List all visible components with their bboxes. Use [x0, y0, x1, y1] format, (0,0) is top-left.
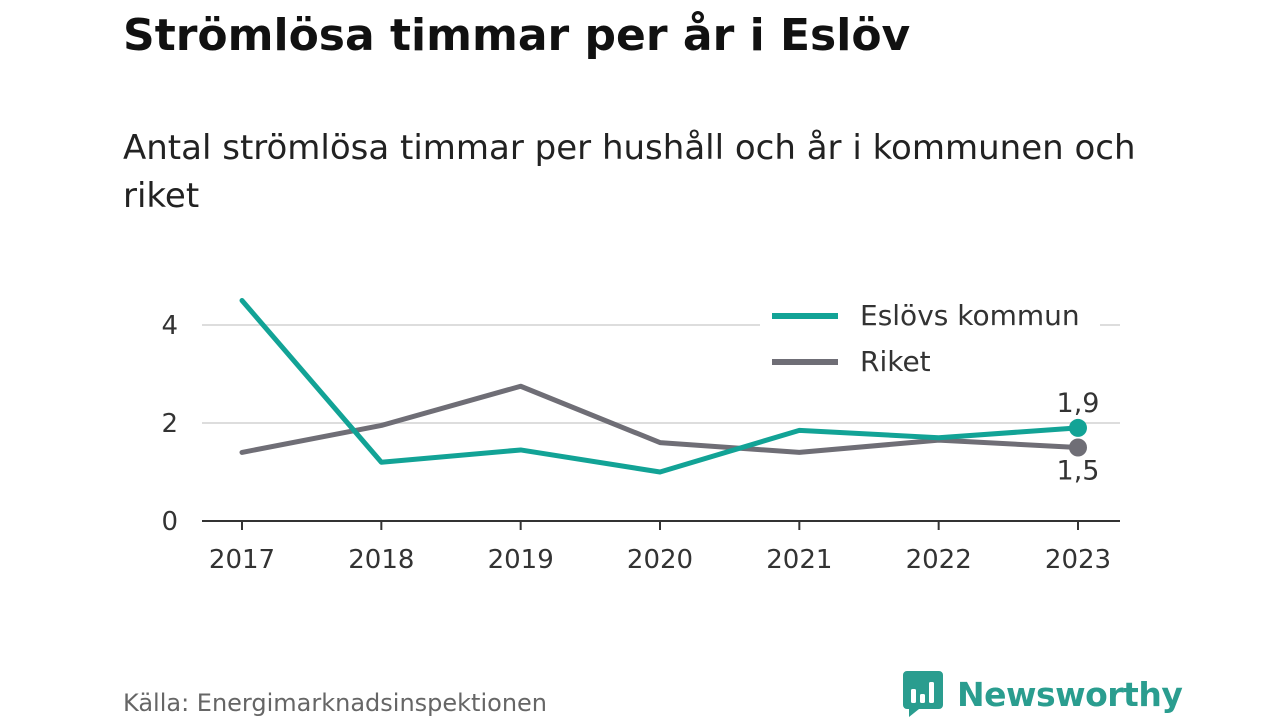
series-line-0 — [239, 298, 1081, 475]
newsworthy-logo-icon — [903, 671, 943, 717]
end-markers — [1069, 418, 1087, 457]
chart-subtitle: Antal strömlösa timmar per hushåll och å… — [123, 128, 1136, 216]
y-axis-tick-labels: 0 2 4 — [161, 311, 178, 537]
brand-logo: Newsworthy — [903, 668, 1183, 720]
x-tick-label-2021: 2021 — [766, 545, 832, 575]
x-tick-label-2022: 2022 — [906, 545, 972, 575]
chart-title: Strömlösa timmar per år i Eslöv — [123, 10, 911, 61]
legend-label-0: Eslövs kommun — [860, 299, 1080, 332]
x-tick-label-2019: 2019 — [488, 545, 554, 575]
line-chart: 024 2017 2018 2019 2020 2021 2022 2023 1,91,5 … — [161, 288, 1120, 575]
x-tick-label-2023: 2023 — [1045, 545, 1111, 575]
legend-background — [760, 288, 1100, 384]
brand-name: Newsworthy — [957, 674, 1183, 714]
end-label-1: 1,5 — [1057, 456, 1100, 487]
end-label-0: 1,9 — [1057, 388, 1100, 419]
end-marker-0 — [1069, 418, 1087, 437]
x-tick-label-2018: 2018 — [348, 545, 414, 575]
end-marker-1 — [1069, 438, 1087, 457]
series-lines — [239, 298, 1081, 475]
y-tick-label-4: 4 — [161, 311, 178, 341]
y-tick-label-2: 2 — [161, 409, 178, 439]
legend: Eslövs kommun Riket — [760, 288, 1100, 384]
end-labels: 1,9 1,5 — [1057, 388, 1100, 487]
x-axis-tick-labels: 2017 2018 2019 2020 2021 2022 2023 — [209, 545, 1111, 575]
y-tick-label-0: 0 — [161, 507, 178, 537]
source-note: Källa: Energimarknadsinspektionen — [123, 689, 548, 717]
x-axis — [202, 520, 1120, 530]
x-tick-label-2020: 2020 — [627, 545, 693, 575]
legend-label-1: Riket — [860, 345, 931, 378]
x-tick-label-2017: 2017 — [209, 545, 275, 575]
